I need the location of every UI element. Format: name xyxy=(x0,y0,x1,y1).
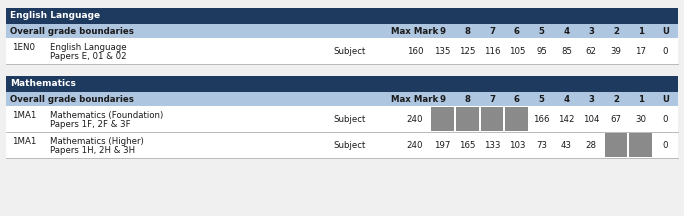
Text: 3: 3 xyxy=(588,27,594,35)
Text: 1EN0: 1EN0 xyxy=(12,43,35,52)
Bar xyxy=(456,107,479,131)
Text: 2: 2 xyxy=(613,95,619,103)
Text: 103: 103 xyxy=(508,140,525,149)
Bar xyxy=(505,107,528,131)
Text: 9: 9 xyxy=(439,95,445,103)
Text: Subject: Subject xyxy=(334,114,366,124)
Text: 160: 160 xyxy=(407,46,423,56)
Text: 166: 166 xyxy=(534,114,550,124)
Text: Max Mark: Max Mark xyxy=(391,27,438,35)
Text: 95: 95 xyxy=(536,46,547,56)
Text: Mathematics (Higher): Mathematics (Higher) xyxy=(50,137,144,146)
Text: 85: 85 xyxy=(561,46,572,56)
Bar xyxy=(6,132,678,158)
Text: Overall grade boundaries: Overall grade boundaries xyxy=(10,95,134,103)
Text: 240: 240 xyxy=(407,140,423,149)
Text: 43: 43 xyxy=(561,140,572,149)
Text: 104: 104 xyxy=(583,114,599,124)
Text: 7: 7 xyxy=(489,27,495,35)
Text: 2: 2 xyxy=(613,27,619,35)
Text: English Language: English Language xyxy=(50,43,127,52)
Text: 3: 3 xyxy=(588,95,594,103)
Text: English Language: English Language xyxy=(10,11,100,21)
Bar xyxy=(6,76,678,92)
Bar xyxy=(629,133,653,157)
Text: U: U xyxy=(662,27,669,35)
Bar xyxy=(6,92,678,106)
Text: Papers E, 01 & 02: Papers E, 01 & 02 xyxy=(50,52,127,61)
Text: 30: 30 xyxy=(635,114,646,124)
Bar xyxy=(6,8,678,24)
Text: 28: 28 xyxy=(586,140,596,149)
Text: 9: 9 xyxy=(439,27,445,35)
Bar xyxy=(481,107,503,131)
Text: 1MA1: 1MA1 xyxy=(12,111,36,120)
Text: 39: 39 xyxy=(611,46,622,56)
Text: 1: 1 xyxy=(637,27,644,35)
Text: 5: 5 xyxy=(539,27,544,35)
Text: Papers 1F, 2F & 3F: Papers 1F, 2F & 3F xyxy=(50,120,131,129)
Text: 62: 62 xyxy=(586,46,596,56)
Bar xyxy=(431,107,453,131)
Text: 197: 197 xyxy=(434,140,451,149)
Text: 165: 165 xyxy=(459,140,475,149)
Text: 125: 125 xyxy=(459,46,475,56)
Text: 73: 73 xyxy=(536,140,547,149)
Text: 7: 7 xyxy=(489,95,495,103)
Text: 142: 142 xyxy=(558,114,575,124)
Text: Papers 1H, 2H & 3H: Papers 1H, 2H & 3H xyxy=(50,146,135,155)
Text: 135: 135 xyxy=(434,46,451,56)
Text: 1: 1 xyxy=(637,95,644,103)
Text: 17: 17 xyxy=(635,46,646,56)
Bar xyxy=(6,106,678,132)
Text: 5: 5 xyxy=(539,95,544,103)
Text: 0: 0 xyxy=(663,114,668,124)
Text: Overall grade boundaries: Overall grade boundaries xyxy=(10,27,134,35)
Text: Mathematics (Foundation): Mathematics (Foundation) xyxy=(50,111,163,120)
Text: 240: 240 xyxy=(407,114,423,124)
Text: Max Mark: Max Mark xyxy=(391,95,438,103)
Text: 0: 0 xyxy=(663,46,668,56)
Text: 8: 8 xyxy=(464,27,470,35)
Text: 4: 4 xyxy=(564,95,570,103)
Text: 4: 4 xyxy=(564,27,570,35)
Text: 8: 8 xyxy=(464,95,470,103)
Text: 6: 6 xyxy=(514,27,520,35)
Text: 105: 105 xyxy=(508,46,525,56)
Text: 1MA1: 1MA1 xyxy=(12,137,36,146)
Bar xyxy=(6,38,678,64)
Text: 6: 6 xyxy=(514,95,520,103)
Text: Subject: Subject xyxy=(334,46,366,56)
Text: 0: 0 xyxy=(663,140,668,149)
Text: 133: 133 xyxy=(484,140,500,149)
Text: 116: 116 xyxy=(484,46,500,56)
Text: Mathematics: Mathematics xyxy=(10,79,76,89)
Text: 67: 67 xyxy=(611,114,622,124)
Bar xyxy=(6,24,678,38)
Text: U: U xyxy=(662,95,669,103)
Text: Subject: Subject xyxy=(334,140,366,149)
Bar xyxy=(605,133,627,157)
